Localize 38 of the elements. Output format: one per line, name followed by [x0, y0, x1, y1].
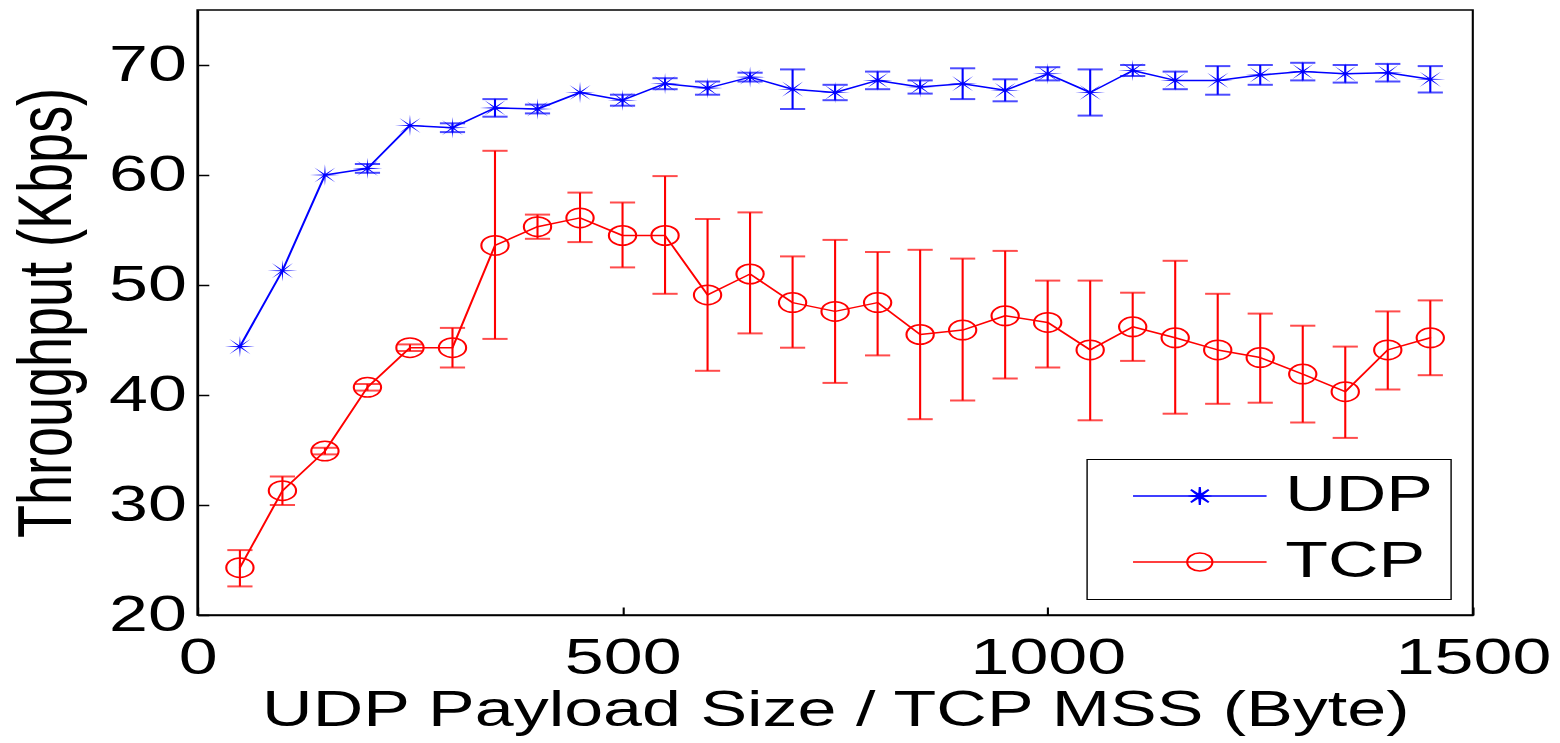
point [1033, 311, 1063, 334]
legend-label: TCP [1285, 531, 1426, 588]
point [1373, 339, 1403, 361]
point [948, 319, 978, 341]
point [820, 300, 850, 323]
point [352, 376, 382, 398]
point [778, 291, 808, 314]
point [1118, 316, 1148, 338]
point [395, 337, 425, 359]
point [1203, 339, 1233, 361]
y-tick-label: 40 [109, 365, 187, 422]
legend-label: UDP [1285, 465, 1433, 522]
point [1245, 346, 1275, 369]
point [693, 284, 723, 306]
point [735, 263, 765, 285]
y-tick-label: 30 [109, 475, 187, 532]
point [1288, 363, 1318, 385]
y-axis-title: Throughput (Kbps) [3, 87, 88, 539]
point [225, 557, 255, 579]
point [310, 440, 340, 462]
point [990, 305, 1020, 327]
y-tick-label: 50 [109, 255, 187, 312]
point [1330, 381, 1360, 403]
point [1075, 339, 1105, 361]
point [905, 323, 935, 346]
y-tick-label: 60 [109, 145, 187, 202]
point [565, 207, 595, 229]
point [352, 157, 383, 180]
point [1117, 59, 1148, 82]
point [437, 337, 468, 359]
point [480, 234, 510, 257]
point [1160, 327, 1190, 349]
point [608, 224, 638, 247]
point [863, 291, 893, 314]
y-tick-label: 70 [109, 35, 187, 92]
point [1415, 327, 1445, 349]
point [650, 224, 680, 247]
point [267, 480, 297, 502]
